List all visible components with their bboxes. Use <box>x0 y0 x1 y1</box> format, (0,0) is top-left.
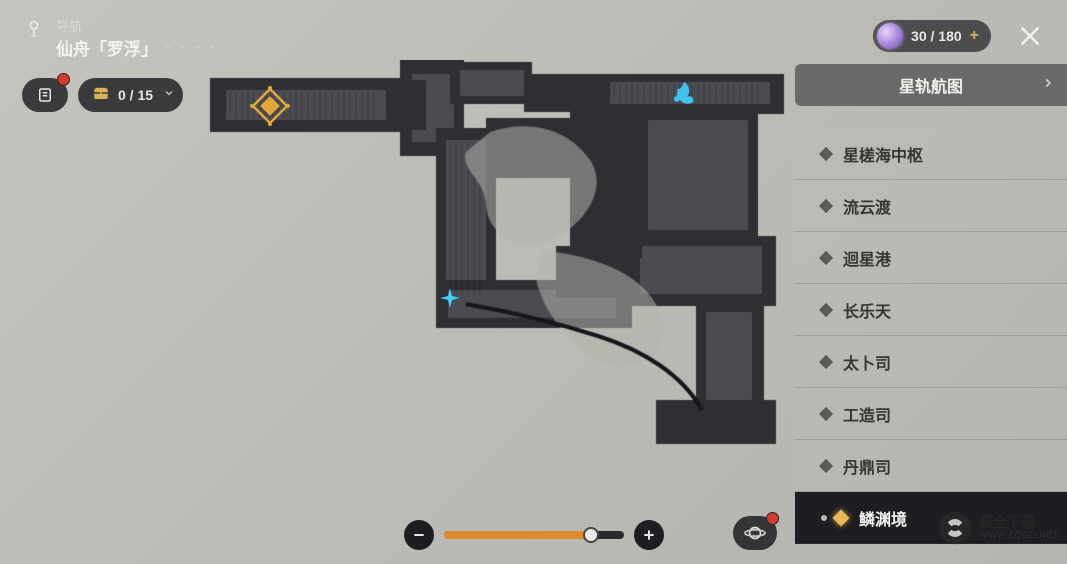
chevron-right-icon <box>1041 76 1055 95</box>
add-currency-icon[interactable]: + <box>970 27 979 45</box>
location-item-label: 工造司 <box>843 402 891 426</box>
watermark: 最全下载 WWW.ZQGD.NET <box>937 510 1059 546</box>
location-item[interactable]: 流云渡 <box>795 180 1067 232</box>
nav-ellipsis-icon: • • • • <box>166 42 219 54</box>
location-item-label: 长乐天 <box>843 298 891 322</box>
active-dot-icon <box>821 515 827 521</box>
diamond-icon <box>819 146 833 160</box>
currency-value: 30 / 180 <box>911 28 962 44</box>
watermark-text2: WWW.ZQGD.NET <box>979 531 1059 541</box>
location-item[interactable]: 工造司 <box>795 388 1067 440</box>
zoom-fill <box>444 531 592 539</box>
diamond-icon <box>819 458 833 472</box>
map-canvas[interactable] <box>190 60 790 480</box>
diamond-icon <box>819 302 833 316</box>
watermark-logo-icon <box>937 510 973 546</box>
diamond-icon <box>819 406 833 420</box>
location-item-label: 星槎海中枢 <box>843 142 923 166</box>
alert-badge-icon <box>57 73 70 86</box>
diamond-icon <box>819 250 833 264</box>
diamond-icon <box>833 509 850 526</box>
location-item[interactable]: 长乐天 <box>795 284 1067 336</box>
chest-count: 0 / 15 <box>118 87 153 103</box>
location-item-label: 太卜司 <box>843 350 891 374</box>
diamond-icon <box>819 354 833 368</box>
location-pin-icon <box>22 16 46 40</box>
location-item-label: 流云渡 <box>843 194 891 218</box>
watermark-text1: 最全下载 <box>979 515 1059 530</box>
location-item-label: 鳞渊境 <box>859 506 907 530</box>
nav-block: 导航 仙舟「罗浮」 • • • • <box>22 16 219 60</box>
zoom-out-button[interactable] <box>404 520 434 550</box>
world-button[interactable] <box>733 516 777 550</box>
nav-label: 导航 <box>56 16 219 35</box>
chevron-down-icon <box>163 86 175 104</box>
diamond-icon <box>819 198 833 212</box>
chest-counter-button[interactable]: 0 / 15 <box>78 78 183 112</box>
fuel-icon <box>877 23 903 49</box>
location-item[interactable]: 丹鼎司 <box>795 440 1067 492</box>
location-item[interactable]: 太卜司 <box>795 336 1067 388</box>
location-panel: 星轨航图 星槎海中枢流云渡迴星港长乐天太卜司工造司丹鼎司鳞渊境 <box>795 64 1067 544</box>
panel-header-button[interactable]: 星轨航图 <box>795 64 1067 106</box>
close-button[interactable] <box>1015 21 1045 51</box>
zoom-in-button[interactable] <box>634 520 664 550</box>
zoom-slider[interactable] <box>444 531 624 539</box>
nav-location[interactable]: 仙舟「罗浮」 <box>56 35 158 60</box>
alert-badge-icon <box>766 512 779 525</box>
mission-log-button[interactable] <box>22 78 68 112</box>
currency-pill[interactable]: 30 / 180 + <box>873 20 991 52</box>
zoom-handle[interactable] <box>583 527 599 543</box>
location-item[interactable]: 星槎海中枢 <box>795 128 1067 180</box>
location-item-label: 丹鼎司 <box>843 454 891 478</box>
location-item[interactable]: 迴星港 <box>795 232 1067 284</box>
panel-header-label: 星轨航图 <box>899 73 963 97</box>
location-item-label: 迴星港 <box>843 246 891 270</box>
zoom-bar <box>404 520 664 550</box>
chest-icon <box>92 84 110 107</box>
